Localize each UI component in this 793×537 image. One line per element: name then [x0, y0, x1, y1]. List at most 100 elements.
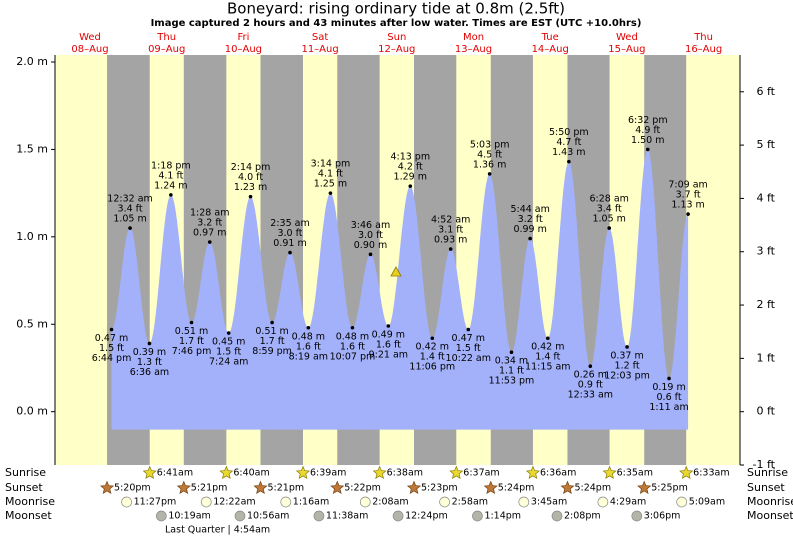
- chart-title: Boneyard: rising ordinary tide at 0.8m (…: [227, 0, 565, 18]
- sunrise-icon: [142, 465, 157, 480]
- tide-m: 0.97 m: [193, 228, 226, 239]
- y-tick-label: 1.5 m: [16, 142, 48, 155]
- tide-m: 1.05 m: [113, 214, 146, 225]
- tide-point: [509, 350, 514, 355]
- moonrise-icon: [121, 496, 132, 508]
- tide-ft: 3.2 ft: [518, 214, 543, 225]
- tide-time: 12:33 am: [568, 390, 613, 401]
- y2-tick-label: 5 ft: [757, 138, 776, 151]
- sunset-icon: [483, 480, 498, 495]
- tide-m: 1.36 m: [473, 159, 506, 170]
- row-label: Moonset: [5, 509, 52, 522]
- event-time: 6:41am: [157, 468, 193, 479]
- event-time: 3:45am: [531, 497, 567, 508]
- tide-m: 0.19 m: [652, 382, 685, 393]
- tide-ft: 3.4 ft: [118, 204, 143, 215]
- event-time: 5:09am: [689, 497, 725, 508]
- tide-time: 1:28 am: [190, 208, 229, 219]
- tide-m: 0.37 m: [610, 350, 643, 361]
- tide-ft: 3.0 ft: [277, 228, 302, 239]
- date-label: 10–Aug: [225, 44, 262, 55]
- tide-ft: 0.9 ft: [578, 380, 603, 391]
- tide-ft: 3.2 ft: [197, 218, 222, 229]
- tide-time: 7:24 am: [209, 356, 248, 367]
- current-tide-marker: [390, 266, 402, 277]
- event-time: 5:21pm: [191, 483, 228, 494]
- tide-point: [328, 191, 333, 195]
- tide-point: [368, 252, 373, 257]
- weekday-label: Thu: [156, 32, 176, 43]
- tide-time: 1:11 am: [649, 402, 688, 413]
- sunrise-icon: [525, 465, 540, 480]
- tide-point: [248, 194, 253, 199]
- tide-time: 5:03 pm: [470, 139, 510, 150]
- date-label: 08–Aug: [71, 44, 108, 55]
- event-time: 11:38am: [326, 511, 368, 522]
- sunset-icon: [406, 480, 422, 495]
- tide-m: 0.47 m: [452, 333, 485, 344]
- tide-ft: 1.6 ft: [340, 341, 365, 352]
- event-time: 11:27pm: [134, 497, 177, 508]
- row-label: Sunset: [5, 481, 43, 494]
- tide-point: [270, 320, 274, 325]
- row-label: Moonrise: [747, 495, 793, 508]
- tide-ft: 4.2 ft: [398, 162, 423, 173]
- event-time: 6:33am: [693, 468, 729, 479]
- tide-ft: 4.0 ft: [238, 172, 263, 183]
- tide-ft: 1.7 ft: [260, 336, 285, 347]
- row-label: Moonrise: [5, 495, 55, 508]
- y2-tick-label: 1 ft: [757, 351, 776, 364]
- moonrise-icon: [676, 496, 688, 508]
- event-time: 12:22am: [213, 497, 255, 508]
- tide-ft: 3.0 ft: [358, 230, 383, 241]
- tide-m: 0.51 m: [255, 326, 288, 337]
- tide-ft: 0.6 ft: [657, 392, 682, 403]
- tide-m: 1.25 m: [314, 179, 347, 190]
- tide-point: [386, 324, 391, 328]
- tide-m: 0.34 m: [495, 356, 528, 367]
- moonset-icon: [472, 510, 483, 522]
- chart-subtitle: Image captured 2 hours and 43 minutes af…: [151, 18, 642, 29]
- tide-area: [111, 149, 689, 430]
- moonset-icon: [234, 510, 246, 522]
- y2-tick-label: 3 ft: [757, 245, 776, 258]
- tide-time: 6:32 pm: [628, 115, 668, 126]
- tide-time: 8:19 am: [289, 351, 328, 362]
- moonset-icon: [155, 510, 167, 522]
- moonrise-icon: [597, 496, 609, 508]
- event-time: 6:40am: [233, 468, 269, 479]
- tide-point: [448, 247, 453, 251]
- tide-time: 1:18 pm: [151, 160, 191, 171]
- tide-time: 9:21 am: [369, 350, 408, 361]
- event-time: 6:39am: [310, 468, 346, 479]
- tide-time: 7:09 am: [668, 180, 707, 191]
- tide-time: 11:53 pm: [489, 376, 535, 387]
- tide-m: 0.99 m: [513, 224, 546, 235]
- tide-time: 2:14 pm: [231, 162, 271, 173]
- sunset-icon: [330, 480, 345, 495]
- tide-time: 12:03 pm: [604, 370, 650, 381]
- tide-m: 0.39 m: [133, 347, 166, 358]
- tide-ft: 3.4 ft: [597, 204, 622, 215]
- tide-point: [607, 226, 612, 230]
- event-time: 4:29am: [610, 497, 646, 508]
- tide-point: [288, 250, 292, 255]
- tide-time: 5:44 am: [510, 204, 549, 215]
- date-label: 14–Aug: [532, 44, 569, 55]
- tide-time: 5:50 pm: [549, 127, 589, 138]
- tide-ft: 1.4 ft: [420, 352, 445, 363]
- row-label: Sunrise: [5, 466, 46, 479]
- sunset-icon: [176, 480, 191, 495]
- weekday-label: Thu: [693, 32, 713, 43]
- event-time: 5:20pm: [114, 483, 151, 494]
- event-time: 5:21pm: [267, 483, 304, 494]
- moonset-icon: [551, 510, 563, 522]
- event-time: 5:23pm: [421, 483, 458, 494]
- tide-m: 0.47 m: [95, 333, 128, 344]
- tide-time: 4:13 pm: [390, 152, 430, 163]
- tide-ft: 1.5 ft: [99, 343, 124, 354]
- tide-time: 3:14 pm: [311, 159, 351, 170]
- y-tick-label: 1.0 m: [16, 230, 48, 243]
- tide-ft: 4.1 ft: [158, 170, 183, 181]
- event-time: 1:14pm: [484, 511, 521, 522]
